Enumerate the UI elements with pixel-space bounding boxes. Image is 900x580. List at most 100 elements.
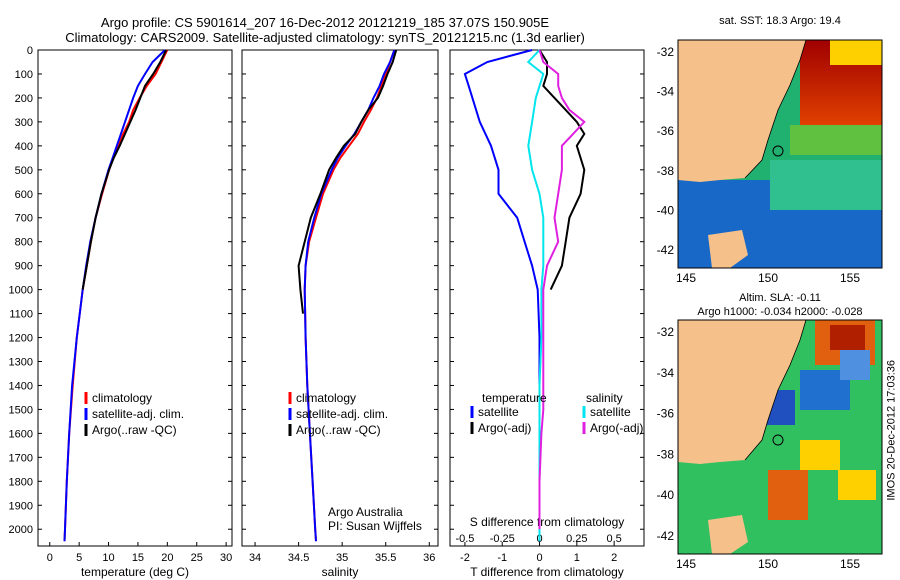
sla-map-land [678, 320, 806, 464]
x-tick-label: 35.5 [375, 552, 396, 564]
depth-tick-label: 300 [15, 117, 33, 129]
top-x-tick-label: 0.5 [607, 533, 622, 545]
depth-tick-label: 800 [15, 237, 33, 249]
map-lat-tick-label: -38 [657, 164, 675, 178]
x-tick-label: 1 [574, 552, 580, 564]
depth-tick-label: 700 [15, 213, 33, 225]
map-lat-tick-label: -40 [657, 203, 675, 217]
x-axis-label: temperature (deg C) [81, 565, 189, 579]
sla-map-title-2: Argo h1000: -0.034 h2000: -0.028 [697, 306, 863, 318]
series-line [526, 49, 545, 542]
series-line [297, 49, 398, 314]
series-line [63, 49, 169, 542]
series-line [303, 49, 396, 542]
panel-salinity: 34 34.5 35 35.5 36 salinity climatology satelli… [241, 49, 439, 579]
panel-frame [241, 49, 439, 547]
depth-tick-label: 1600 [9, 428, 33, 440]
x-tick-label: 5 [76, 552, 82, 564]
x-tick-label: 20 [161, 552, 173, 564]
map-lon-tick-label: 155 [840, 271, 860, 282]
map-lon-tick-label: 145 [676, 271, 696, 282]
panel-temperature: 0 5 10 15 20 25 30 temperature (deg C) climatolo… [37, 49, 233, 579]
x-tick-label: 34.5 [288, 552, 309, 564]
map-lat-tick-label: -42 [657, 243, 675, 257]
annotation-text: Argo Australia [328, 505, 403, 519]
x-tick-label: 0 [47, 552, 53, 564]
map-lat-tick-label: -32 [657, 325, 675, 339]
sst-argo-location-marker [772, 145, 784, 157]
sla-map: -32 -34 -36 -38 -40 -42 145 150 155 [657, 319, 883, 571]
timestamp-stamp: IMOS 20-Dec-2012 17:03:36 [886, 360, 898, 501]
map-lon-tick-label: 155 [840, 557, 860, 571]
sla-argo-location-marker [772, 434, 784, 446]
title-line-1: Argo profile: CS 5901614_207 16-Dec-2012… [100, 15, 550, 30]
legend-label: climatology [296, 391, 356, 405]
panel-frame [449, 49, 645, 547]
depth-tick-label: 1000 [9, 285, 33, 297]
legend-title: salinity [586, 391, 623, 405]
sst-map-land [678, 40, 806, 182]
legend-label: Argo(-adj) [478, 421, 531, 435]
sst-map-title: sat. SST: 18.3 Argo: 19.4 [719, 15, 841, 27]
series-line [538, 49, 586, 530]
depth-tick-label: 500 [15, 165, 33, 177]
depth-tick-label: 1900 [9, 500, 33, 512]
top-x-tick-label: -0.5 [455, 533, 474, 545]
depth-tick-label: 1300 [9, 356, 33, 368]
top-x-axis-label: S difference from climatology [470, 515, 625, 529]
legend-label: satellite-adj. clim. [296, 407, 388, 421]
legend-label: Argo(..raw -QC) [296, 423, 381, 437]
x-tick-label: 34 [249, 552, 261, 564]
map-lat-tick-label: -34 [657, 366, 675, 380]
x-tick-label: 2 [611, 552, 617, 564]
map-lat-tick-label: -36 [657, 124, 675, 138]
series-line [538, 49, 586, 291]
series-line [81, 49, 168, 290]
x-tick-label: 25 [191, 552, 203, 564]
x-tick-label: 15 [132, 552, 144, 564]
depth-tick-label: 1800 [9, 476, 33, 488]
annotation-text: PI: Susan Wijffels [328, 519, 422, 533]
depth-tick-label: 1500 [9, 404, 33, 416]
map-lat-tick-label: -32 [657, 45, 675, 59]
legend-label: satellite-adj. clim. [92, 407, 184, 421]
panel-frame [37, 49, 233, 547]
series-line [463, 49, 541, 542]
depth-tick-label: 1700 [9, 452, 33, 464]
series-line [63, 49, 166, 542]
x-tick-label: -2 [460, 552, 470, 564]
map-lat-tick-label: -40 [657, 488, 675, 502]
x-tick-label: 10 [102, 552, 114, 564]
map-lat-tick-label: -38 [657, 447, 675, 461]
x-tick-label: 30 [220, 552, 232, 564]
legend-title: temperature [482, 391, 547, 405]
depth-tick-label: 1200 [9, 333, 33, 345]
x-tick-label: -1 [497, 552, 507, 564]
x-tick-label: 36 [423, 552, 435, 564]
series-line [303, 49, 396, 542]
legend-label: climatology [92, 391, 152, 405]
x-tick-label: 0 [536, 552, 542, 564]
depth-tick-label: 100 [15, 69, 33, 81]
depth-tick-label: 2000 [9, 524, 33, 536]
x-axis-label: T difference from climatology [470, 565, 624, 579]
map-lat-tick-label: -36 [657, 407, 675, 421]
map-lat-tick-label: -34 [657, 85, 675, 99]
panel-difference: -2 -1 0 1 2T difference from climatology -0.5… [449, 49, 645, 579]
map-lon-tick-label: 145 [676, 557, 696, 571]
map-lat-tick-label: -42 [657, 529, 675, 543]
depth-tick-label: 0 [27, 45, 33, 57]
depth-tick-label: 200 [15, 93, 33, 105]
map-lon-tick-label: 150 [758, 271, 778, 282]
top-x-tick-label: -0.25 [490, 533, 515, 545]
sla-map-title-1: Altim. SLA: -0.11 [739, 292, 821, 304]
depth-tick-label: 1400 [9, 380, 33, 392]
x-tick-label: 35 [336, 552, 348, 564]
depth-tick-label: 400 [15, 141, 33, 153]
map-lon-tick-label: 150 [758, 557, 778, 571]
depth-tick-label: 900 [15, 261, 33, 273]
depth-tick-label: 600 [15, 189, 33, 201]
title-line-2: Climatology: CARS2009. Satellite-adjuste… [65, 30, 585, 45]
sst-map: -32 -34 -36 -38 -40 -42 145 150 155 [657, 39, 883, 282]
